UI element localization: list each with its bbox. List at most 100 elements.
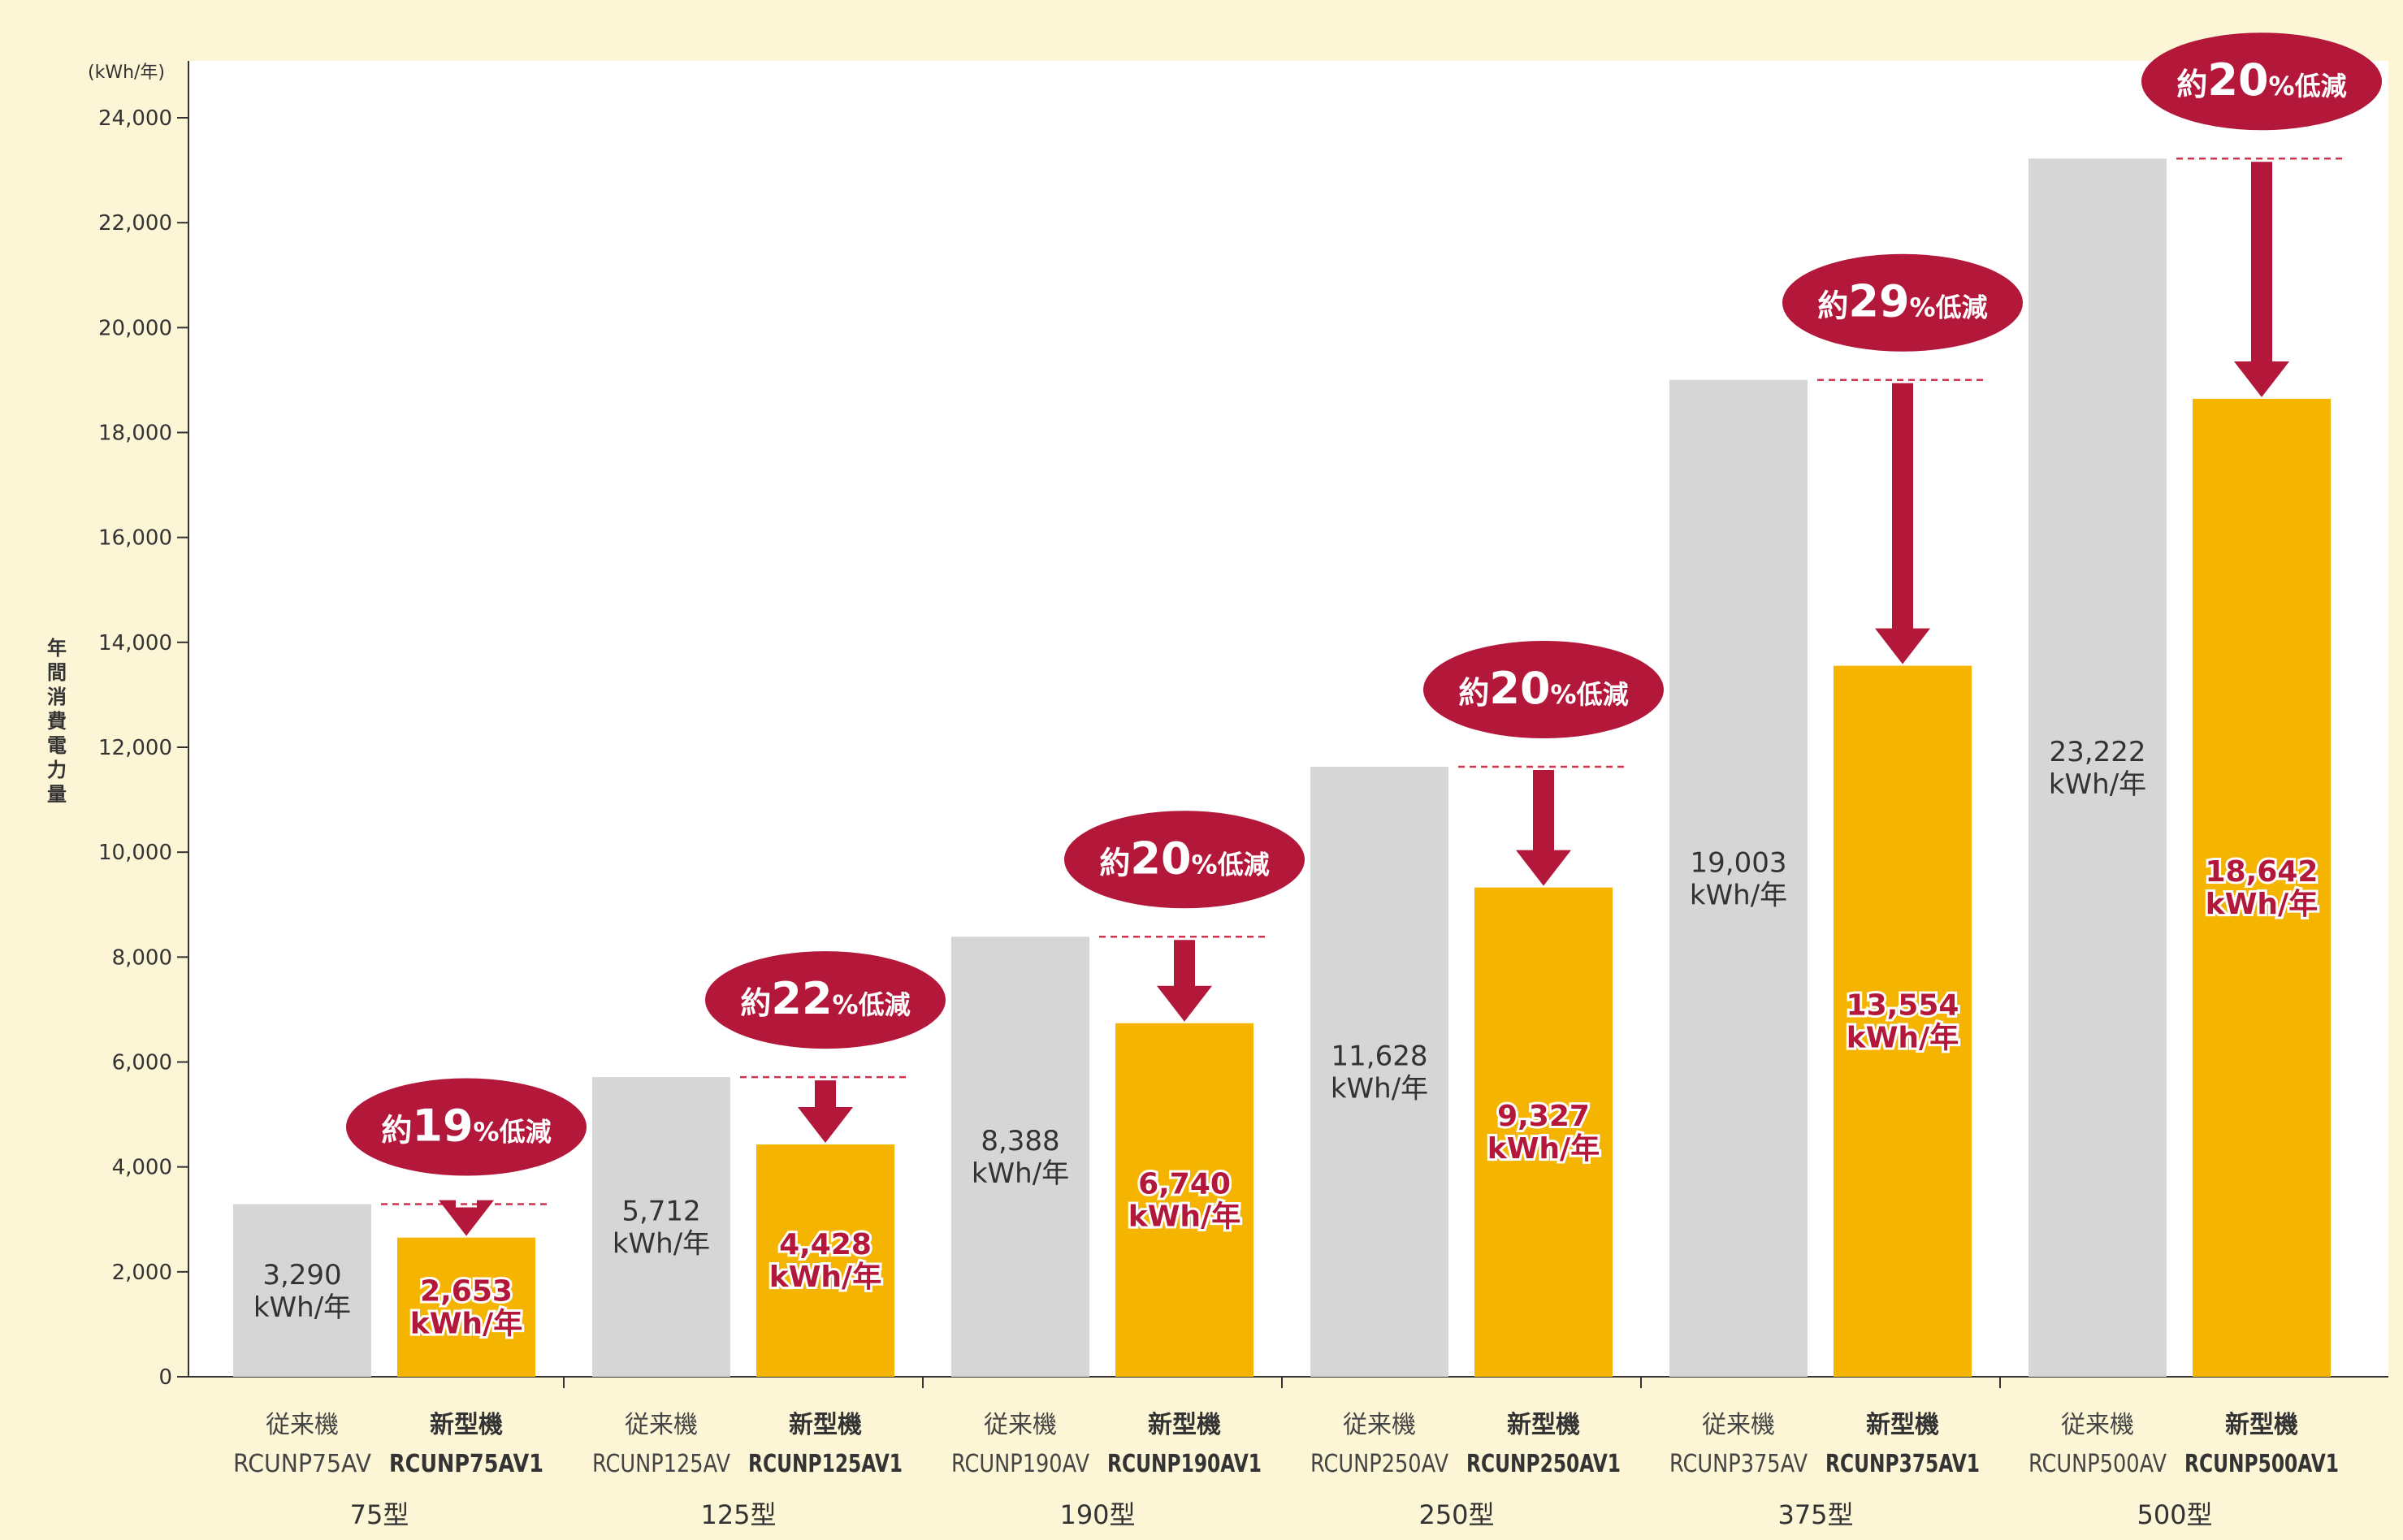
category-old-name: 従来機 <box>625 1411 698 1439</box>
reduction-badge-label: 約22%低減 <box>740 973 910 1024</box>
bar-old <box>592 1077 730 1377</box>
bar-old <box>951 937 1089 1377</box>
category-old-model: RCUNP250AV <box>1310 1450 1448 1478</box>
reduction-arrow <box>798 1080 853 1144</box>
y-tick-label: 22,000 <box>98 211 172 236</box>
y-axis-title: 年間消費電力量 <box>47 637 67 806</box>
bar-new-value-label: 2,653 <box>420 1274 513 1308</box>
bar-new-unit-label: kWh/年 <box>769 1261 881 1294</box>
category-new-name: 新型機 <box>789 1411 862 1439</box>
bar-new <box>1834 665 1972 1377</box>
category-old-name: 従来機 <box>266 1411 339 1439</box>
reduction-badge <box>1423 641 1664 739</box>
reduction-arrow <box>1875 383 1930 664</box>
y-tick-label: 24,000 <box>98 106 172 131</box>
y-tick-label: 10,000 <box>98 841 172 865</box>
bar-old <box>1310 767 1448 1377</box>
y-tick-label: 6,000 <box>112 1051 172 1075</box>
bar-old-unit-label: kWh/年 <box>1331 1073 1428 1105</box>
bar-new <box>1115 1023 1253 1377</box>
category-new-name: 新型機 <box>1866 1411 1939 1439</box>
bar-old-value-label: 5,712 <box>621 1196 700 1228</box>
category-new-model: RCUNP375AV1 <box>1825 1450 1980 1478</box>
category-old-model: RCUNP375AV <box>1669 1450 1808 1478</box>
reduction-arrow <box>1157 940 1212 1022</box>
reduction-arrow <box>2234 162 2289 398</box>
group-label: 500型 <box>2137 1499 2212 1530</box>
bar-new-value-label: 13,554 <box>1847 988 1959 1022</box>
category-old-name: 従来機 <box>1343 1411 1416 1439</box>
bar-old-value-label: 19,003 <box>1691 846 1787 879</box>
reduction-badge <box>346 1078 587 1176</box>
bar-new <box>1474 887 1613 1377</box>
bar-new-unit-label: kWh/年 <box>1128 1200 1240 1233</box>
category-new-model: RCUNP250AV1 <box>1466 1450 1621 1478</box>
category-old-model: RCUNP75AV <box>233 1450 371 1478</box>
y-tick-label: 16,000 <box>98 526 172 551</box>
category-new-name: 新型機 <box>2225 1411 2298 1439</box>
reduction-badge <box>705 951 946 1049</box>
bar-old-value-label: 11,628 <box>1331 1040 1428 1073</box>
category-old-name: 従来機 <box>2061 1411 2134 1439</box>
category-new-model: RCUNP190AV1 <box>1107 1450 1262 1478</box>
reduction-arrow <box>1516 770 1571 886</box>
reduction-badge-label: 約29%低減 <box>1817 276 1987 327</box>
bar-old <box>233 1204 371 1377</box>
category-old-model: RCUNP500AV <box>2028 1450 2167 1478</box>
bar-old-unit-label: kWh/年 <box>1690 879 1787 911</box>
group-label: 250型 <box>1418 1499 1494 1530</box>
reduction-badge-label: 約20%低減 <box>2176 54 2346 106</box>
bar-new <box>756 1144 894 1377</box>
bar-old <box>2028 158 2167 1377</box>
category-new-name: 新型機 <box>430 1411 503 1439</box>
y-tick-label: 0 <box>158 1365 172 1390</box>
reduction-badge-label: 約20%低減 <box>1458 663 1628 714</box>
y-tick-label: 20,000 <box>98 316 172 340</box>
category-new-name: 新型機 <box>1507 1411 1580 1439</box>
y-tick-label: 2,000 <box>112 1261 172 1285</box>
bar-new <box>397 1237 535 1377</box>
y-tick-label: 8,000 <box>112 945 172 970</box>
bar-new-value-label: 6,740 <box>1138 1167 1231 1200</box>
category-new-model: RCUNP500AV1 <box>2184 1450 2339 1478</box>
category-old-model: RCUNP190AV <box>951 1450 1089 1478</box>
y-tick-label: 12,000 <box>98 736 172 760</box>
group-label: 75型 <box>350 1499 409 1530</box>
bar-new <box>2193 399 2331 1378</box>
category-old-name: 従来機 <box>984 1411 1057 1439</box>
group-label: 375型 <box>1777 1499 1853 1530</box>
bar-old-unit-label: kWh/年 <box>613 1228 710 1261</box>
y-tick-label: 14,000 <box>98 631 172 655</box>
bar-old-unit-label: kWh/年 <box>253 1291 351 1324</box>
y-tick-label: 4,000 <box>112 1156 172 1180</box>
category-new-name: 新型機 <box>1148 1411 1221 1439</box>
category-new-model: RCUNP125AV1 <box>748 1450 903 1478</box>
category-new-model: RCUNP75AV1 <box>389 1450 543 1478</box>
reduction-badge <box>2141 32 2382 131</box>
reduction-badge-label: 約19%低減 <box>381 1101 551 1152</box>
bar-new-unit-label: kWh/年 <box>1487 1132 1600 1166</box>
bar-new-value-label: 18,642 <box>2206 855 2319 889</box>
bar-old <box>1669 379 1808 1378</box>
bar-new-unit-label: kWh/年 <box>2206 888 2318 921</box>
group-label: 125型 <box>700 1499 776 1530</box>
bar-new-unit-label: kWh/年 <box>410 1307 522 1340</box>
reduction-badge-label: 約20%低減 <box>1099 833 1269 884</box>
bar-old-value-label: 3,290 <box>262 1259 341 1291</box>
y-tick-label: 18,000 <box>98 422 172 446</box>
bar-old-value-label: 8,388 <box>981 1125 1059 1157</box>
category-old-name: 従来機 <box>1702 1411 1775 1439</box>
reduction-arrow <box>439 1200 494 1236</box>
bar-new-value-label: 4,428 <box>779 1228 872 1261</box>
bar-old-unit-label: kWh/年 <box>972 1157 1069 1190</box>
bar-old-value-label: 23,222 <box>2050 736 2146 768</box>
category-old-model: RCUNP125AV <box>592 1450 730 1478</box>
bar-new-value-label: 9,327 <box>1497 1100 1590 1133</box>
unit-label: (kWh/年) <box>88 63 165 83</box>
bar-old-unit-label: kWh/年 <box>2049 768 2146 801</box>
group-label: 190型 <box>1059 1499 1135 1530</box>
reduction-badge <box>1064 811 1305 909</box>
reduction-badge <box>1782 253 2023 352</box>
